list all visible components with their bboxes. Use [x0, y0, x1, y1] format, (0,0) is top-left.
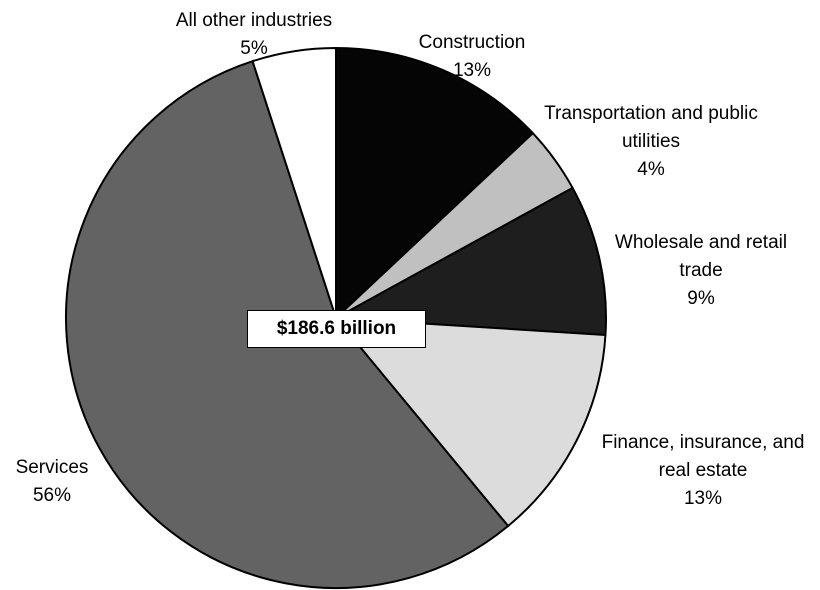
slice-name-label-1: utilities — [622, 131, 680, 152]
slice-percent-label-1: 4% — [637, 159, 665, 180]
pie-slice-3 — [333, 316, 607, 528]
slice-percent-label-0: 13% — [453, 60, 491, 81]
slice-name-label-2: Wholesale and retail — [615, 232, 787, 253]
slice-name-label-2: trade — [679, 260, 722, 281]
pie-slice-2 — [332, 186, 607, 337]
slice-percent-label-5: 5% — [240, 38, 268, 59]
slice-name-label-3: real estate — [659, 460, 748, 481]
slice-name-label-5: All other industries — [176, 10, 332, 31]
total-label: $186.6 billion — [276, 318, 397, 339]
slice-name-label-4: Services — [16, 457, 89, 478]
slice-name-label-3: Finance, insurance, and — [602, 432, 805, 453]
slice-percent-label-3: 13% — [684, 488, 722, 509]
slice-percent-label-4: 56% — [33, 485, 71, 506]
slice-name-label-0: Construction — [419, 32, 526, 53]
slice-name-label-1: Transportation and public — [544, 103, 758, 124]
pie-slice-5 — [251, 46, 337, 319]
slice-percent-label-2: 9% — [687, 288, 715, 309]
pie-slice-0 — [335, 46, 535, 321]
total-label-box: $186.6 billion — [247, 310, 426, 348]
